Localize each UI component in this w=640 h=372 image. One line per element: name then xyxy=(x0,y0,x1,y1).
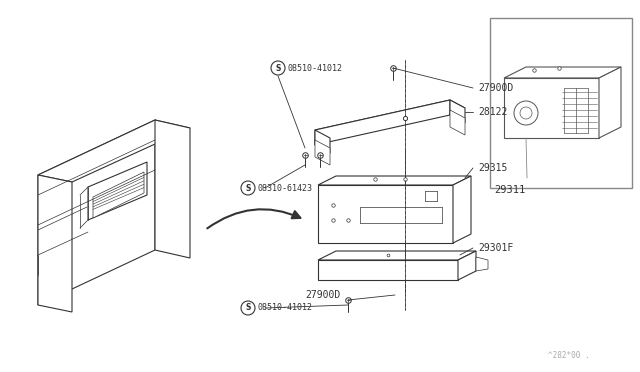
Polygon shape xyxy=(504,67,621,78)
Polygon shape xyxy=(88,162,147,220)
Text: S: S xyxy=(245,183,251,192)
Text: 29311: 29311 xyxy=(494,185,525,195)
Text: 27900D: 27900D xyxy=(478,83,513,93)
Text: 08310-61423: 08310-61423 xyxy=(257,183,312,192)
Polygon shape xyxy=(315,100,450,145)
Polygon shape xyxy=(450,110,465,135)
Text: S: S xyxy=(275,64,281,73)
Text: 28122: 28122 xyxy=(478,107,508,117)
Polygon shape xyxy=(599,67,621,138)
Text: 08510-41012: 08510-41012 xyxy=(287,64,342,73)
Circle shape xyxy=(241,181,255,195)
Text: ^282*00 .: ^282*00 . xyxy=(548,351,590,360)
Circle shape xyxy=(241,301,255,315)
Polygon shape xyxy=(315,130,330,153)
Polygon shape xyxy=(93,172,144,218)
Text: S: S xyxy=(245,304,251,312)
Polygon shape xyxy=(38,120,155,305)
Circle shape xyxy=(271,61,285,75)
Text: 27900D: 27900D xyxy=(305,290,340,300)
Circle shape xyxy=(514,101,538,125)
Bar xyxy=(490,18,632,188)
Polygon shape xyxy=(450,100,465,123)
Polygon shape xyxy=(453,176,471,243)
Polygon shape xyxy=(315,140,330,165)
Polygon shape xyxy=(315,100,465,138)
Polygon shape xyxy=(318,260,458,280)
Text: 29301F: 29301F xyxy=(478,243,513,253)
Polygon shape xyxy=(476,257,488,271)
Circle shape xyxy=(520,107,532,119)
Polygon shape xyxy=(458,251,476,280)
Polygon shape xyxy=(38,120,190,182)
Polygon shape xyxy=(155,120,190,258)
Text: 08510-41012: 08510-41012 xyxy=(257,304,312,312)
Polygon shape xyxy=(38,175,72,312)
Polygon shape xyxy=(318,176,471,185)
Polygon shape xyxy=(318,251,476,260)
Polygon shape xyxy=(318,185,453,243)
Polygon shape xyxy=(504,78,599,138)
Text: 29315: 29315 xyxy=(478,163,508,173)
